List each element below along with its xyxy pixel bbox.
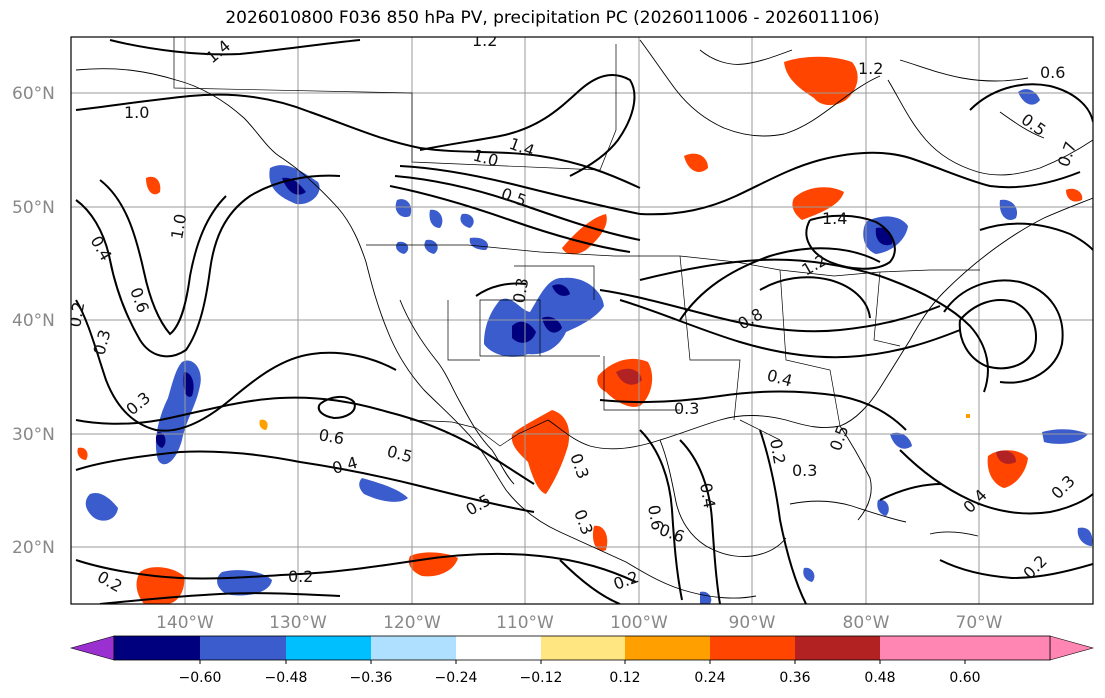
contour-label: 0.3 (792, 461, 817, 480)
lon-label-80w: 80°W (843, 613, 890, 633)
colorbar-tick-label: −0.36 (350, 670, 393, 686)
lon-label-130w: 130°W (269, 613, 327, 633)
colorbar-segment (625, 636, 710, 660)
lon-label-110w: 110°W (496, 613, 554, 633)
colorbar-segment (371, 636, 456, 660)
colorbar-extend-low (69, 635, 115, 661)
contour-label: 0.2 (65, 300, 88, 328)
colorbar-tick-label: −0.12 (520, 670, 563, 686)
lon-label-120w: 120°W (383, 613, 441, 633)
colorbar: −0.60 −0.48 −0.36 −0.24 −0.12 0.12 0.24 … (69, 635, 1095, 686)
precip-positive-shading (77, 56, 1083, 604)
colorbar-tick-label: 0.48 (864, 670, 895, 686)
contour-label: 0.6 (1040, 63, 1065, 82)
coastlines (75, 39, 1093, 599)
colorbar-extend-high (1049, 635, 1095, 661)
contour-label: 0.4 (696, 481, 719, 509)
map-frame (70, 36, 1094, 605)
contour-label: 0.2 (766, 437, 789, 465)
colorbar-tick-label: 0.12 (609, 670, 640, 686)
contour-label: 1.0 (167, 212, 190, 240)
colorbar-tick-label: 0.24 (694, 670, 725, 686)
contour-label: 0.2 (288, 567, 313, 586)
colorbar-tick-label: −0.48 (265, 670, 308, 686)
lon-label-140w: 140°W (156, 613, 214, 633)
colorbar-segment (880, 636, 965, 660)
lat-label-40n: 40°N (12, 311, 55, 331)
colorbar-segment (541, 636, 625, 660)
contour-label: 1.0 (124, 103, 149, 122)
contour-label: 1.4 (822, 209, 847, 228)
lon-label-90w: 90°W (729, 613, 776, 633)
map-title: 2026010800 F036 850 hPa PV, precipitatio… (225, 8, 880, 28)
contour-label: 1.2 (472, 31, 497, 50)
contour-label: 0.6 (317, 425, 345, 448)
lat-label-30n: 30°N (12, 425, 55, 445)
lon-label-100w: 100°W (610, 613, 668, 633)
colorbar-tick-label: 0.60 (949, 670, 980, 686)
contour-label: 0.3 (509, 276, 532, 304)
pv-contours (75, 39, 1093, 604)
colorbar-tick-label: 0.36 (779, 670, 810, 686)
political-boundaries (173, 37, 980, 447)
colorbar-segment (114, 636, 200, 660)
lat-label-60n: 60°N (12, 84, 55, 104)
longitude-labels: 140°W 130°W 120°W 110°W 100°W 90°W 80°W … (156, 613, 1003, 633)
colorbar-segment (710, 636, 795, 660)
contour-label: 0.3 (674, 399, 699, 418)
lat-label-50n: 50°N (12, 198, 55, 218)
lon-label-70w: 70°W (956, 613, 1003, 633)
lat-label-20n: 20°N (12, 538, 55, 558)
colorbar-segment (456, 636, 541, 660)
colorbar-tick-label: −0.60 (179, 670, 222, 686)
contour-label: 0.6 (644, 503, 667, 531)
latitude-labels: 60°N 50°N 40°N 30°N 20°N (12, 84, 55, 558)
colorbar-segment (200, 636, 286, 660)
colorbar-segment (795, 636, 880, 660)
colorbar-segment (286, 636, 371, 660)
contour-label: 1.2 (858, 59, 883, 78)
colorbar-tick-label: −0.24 (435, 670, 478, 686)
colorbar-outline (113, 635, 1051, 661)
colorbar-segment (965, 636, 1050, 660)
contour-labels: 1.4 1.2 1.2 0.6 1.0 0.5 1.4 1.0 0.5 0.7 … (65, 31, 1080, 596)
